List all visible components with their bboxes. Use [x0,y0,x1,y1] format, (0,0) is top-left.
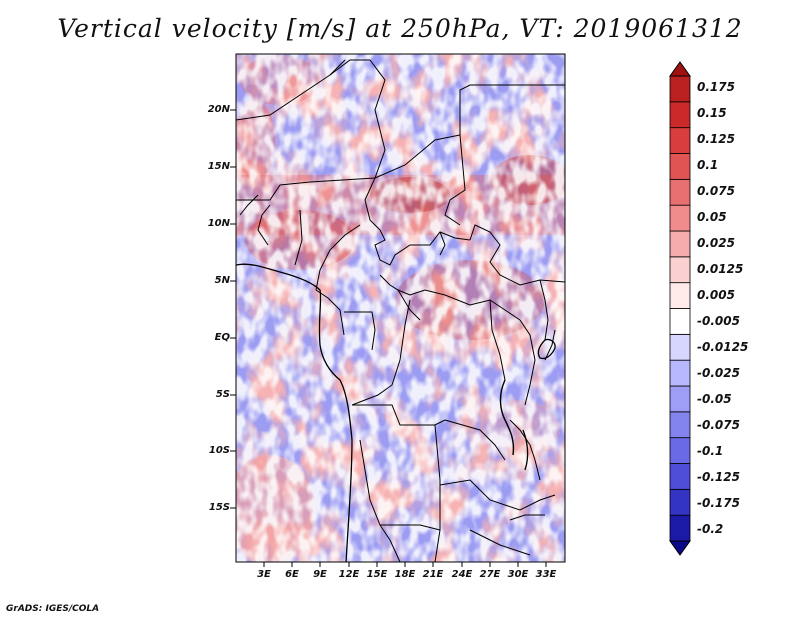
colorbar-label: -0.075 [697,418,740,432]
colorbar-segment [669,75,691,103]
colorbar-segment [669,411,691,439]
x-tick-label: 27E [479,569,501,580]
y-tick-label: 15S [208,502,230,513]
map-frame [235,53,566,563]
colorbar-segment [669,230,691,258]
colorbar-label: 0.15 [697,106,727,120]
x-tick-label: 12E [338,569,360,580]
y-tick-label: 20N [207,104,230,115]
x-tick-label: 9E [313,569,327,580]
colorbar-segment [669,153,691,180]
colorbar-label: -0.025 [697,366,740,380]
y-axis-ticks [230,109,236,509]
colorbar-label: 0.075 [697,184,735,198]
x-tick-label: 24E [451,569,473,580]
colorbar-segment [669,488,691,516]
grads-credit: GrADS: IGES/COLA [6,604,100,614]
x-tick-label: 21E [422,569,444,580]
colorbar-segment [669,282,691,309]
colorbar-label: -0.05 [697,392,732,406]
x-tick-label: 33E [535,569,557,580]
colorbar-label: -0.2 [697,522,724,536]
colorbar-segment [669,308,691,335]
colorbar-label: -0.1 [697,444,724,458]
colorbar-bottom-arrow [669,540,691,556]
colorbar-segment [669,333,691,361]
colorbar-segment [669,204,691,232]
colorbar-segment [669,101,691,129]
lake-tanganyika [499,379,515,456]
x-tick-label: 6E [285,569,299,580]
colorbar-top-arrow [669,61,691,77]
x-axis-ticks [263,562,547,567]
lake-victoria [537,338,556,360]
colorbar-label: -0.125 [697,470,740,484]
colorbar-label: 0.125 [697,132,735,146]
colorbar-label: -0.0125 [697,340,749,354]
y-tick-label: 15N [207,161,230,172]
colorbar-label: 0.025 [697,236,735,250]
x-tick-label: 15E [366,569,388,580]
x-tick-label: 30E [507,569,529,580]
y-tick-label: 5S [215,389,230,400]
colorbar-label: -0.175 [697,496,740,510]
colorbar [669,61,691,556]
colorbar-segment [669,385,691,413]
colorbar-segment [669,178,691,206]
country-borders [236,59,565,562]
y-tick-label: EQ [214,332,230,343]
x-tick-label: 3E [257,569,271,580]
colorbar-segment [669,437,691,464]
lake-malawi [522,429,529,471]
x-tick-label: 18E [394,569,416,580]
colorbar-segment [669,514,691,542]
colorbar-label: 0.175 [697,80,735,94]
y-tick-label: 10N [207,218,230,229]
colorbar-segment [669,463,691,490]
atlantic-coastline [236,263,353,562]
colorbar-label: 0.05 [697,210,727,224]
velocity-field [236,54,565,562]
colorbar-label: 0.1 [697,158,719,172]
map-title: Vertical velocity [m/s] at 250hPa, VT: 2… [57,14,743,43]
colorbar-segment [669,256,691,284]
colorbar-label: -0.005 [697,314,740,328]
y-tick-label: 5N [214,275,230,286]
colorbar-segment [669,127,691,154]
colorbar-label: 0.005 [697,288,735,302]
y-tick-label: 10S [208,445,230,456]
colorbar-segment [669,359,691,387]
colorbar-label: 0.0125 [697,262,744,276]
